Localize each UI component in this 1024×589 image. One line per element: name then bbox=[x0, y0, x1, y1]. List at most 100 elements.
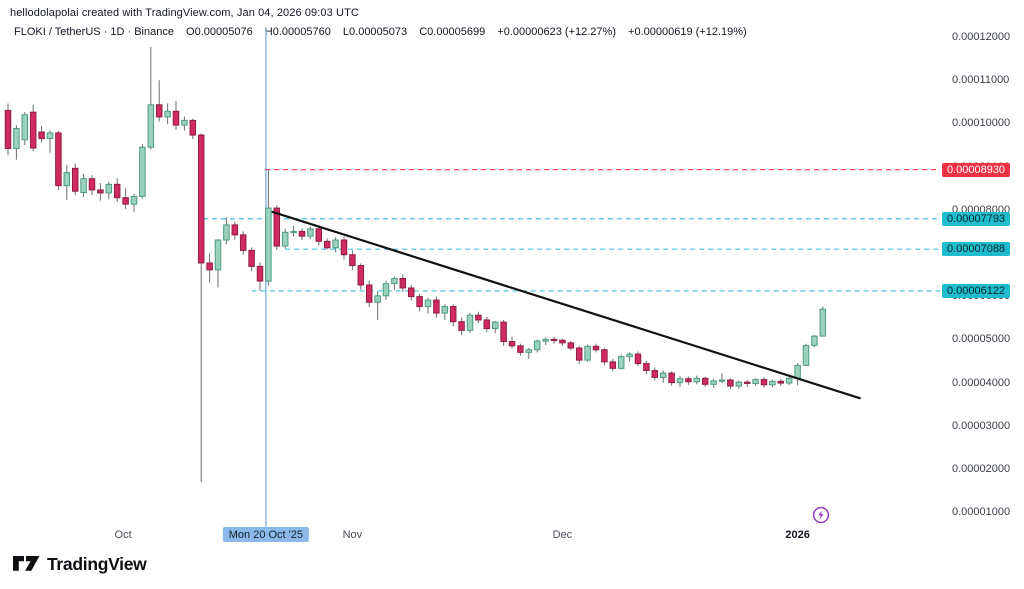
trendline[interactable] bbox=[271, 210, 861, 400]
candle-body-down bbox=[349, 254, 356, 267]
candle-body-down bbox=[206, 262, 213, 271]
price-level-label: 0.00007793 bbox=[942, 211, 1010, 226]
candle-body-down bbox=[365, 284, 373, 303]
candle bbox=[601, 348, 608, 366]
ohlc-low: L0.00005073 bbox=[342, 26, 408, 38]
candle bbox=[449, 304, 457, 327]
candle bbox=[256, 262, 264, 291]
candle bbox=[365, 280, 373, 307]
candle-body-down bbox=[559, 339, 566, 344]
candle-body-up bbox=[802, 344, 810, 366]
candle-body-down bbox=[458, 321, 465, 331]
candle-body-up bbox=[584, 345, 591, 361]
candle bbox=[307, 226, 314, 239]
candle bbox=[550, 336, 558, 344]
candle bbox=[290, 225, 297, 237]
candle bbox=[80, 173, 87, 197]
candle bbox=[63, 164, 71, 200]
candle bbox=[542, 337, 549, 346]
candle bbox=[651, 367, 659, 381]
candle bbox=[525, 348, 533, 359]
candle-body-down bbox=[248, 249, 255, 267]
candle-body-up bbox=[617, 356, 625, 369]
candle-body-down bbox=[231, 224, 239, 236]
candle-body-up bbox=[164, 110, 171, 118]
candle bbox=[483, 316, 491, 333]
candle bbox=[441, 304, 449, 320]
candle-body-up bbox=[223, 224, 230, 241]
candle-body-up bbox=[424, 299, 432, 308]
candle-body-up bbox=[80, 178, 87, 194]
candle bbox=[710, 379, 717, 388]
candle bbox=[130, 193, 138, 212]
candle bbox=[298, 228, 306, 241]
candle bbox=[424, 297, 432, 314]
candle-body-down bbox=[575, 347, 583, 361]
candle-body-up bbox=[466, 314, 474, 331]
candle bbox=[676, 376, 684, 387]
boost-lightning-icon[interactable] bbox=[812, 506, 830, 524]
candle bbox=[819, 306, 827, 337]
candle-body-down bbox=[685, 378, 692, 383]
candle bbox=[634, 351, 642, 367]
candle bbox=[223, 217, 230, 245]
candle-body-down bbox=[517, 345, 524, 353]
price-level-label: 0.00006122 bbox=[942, 283, 1010, 298]
tradingview-logo[interactable]: TradingView bbox=[13, 554, 147, 575]
candle-body-down bbox=[88, 178, 96, 191]
candle-body-down bbox=[475, 314, 482, 321]
change-absolute: +0.00000623 (+12.27%) bbox=[497, 26, 616, 38]
candle bbox=[752, 378, 759, 386]
candle-body-up bbox=[13, 128, 20, 149]
candle-body-up bbox=[21, 114, 29, 141]
candle bbox=[407, 284, 415, 301]
candle-body-up bbox=[130, 195, 138, 205]
candle-body-up bbox=[46, 132, 54, 140]
candle-body-down bbox=[357, 265, 365, 286]
candle-body-down bbox=[323, 240, 331, 249]
candle-body-up bbox=[525, 349, 533, 353]
candle bbox=[206, 253, 213, 283]
candle-body-up bbox=[769, 380, 776, 386]
candle bbox=[139, 144, 146, 199]
candle bbox=[777, 379, 785, 387]
candle-body-up bbox=[139, 146, 146, 197]
candle-body-down bbox=[273, 207, 281, 247]
candle-body-up bbox=[382, 283, 390, 297]
candle bbox=[105, 181, 113, 200]
candle bbox=[391, 276, 398, 290]
candle bbox=[382, 280, 390, 301]
price-level-label: 0.00008930 bbox=[942, 162, 1010, 177]
candle bbox=[727, 378, 734, 390]
candle bbox=[332, 237, 339, 253]
candle-body-down bbox=[55, 132, 62, 187]
candle-body-up bbox=[794, 364, 801, 379]
candle-body-up bbox=[533, 340, 541, 351]
candle-body-down bbox=[449, 306, 457, 323]
price-axis-tick: 0.00001000 bbox=[952, 506, 1011, 519]
candle bbox=[811, 335, 818, 348]
candle-body-down bbox=[634, 353, 642, 365]
candle-body-up bbox=[819, 308, 827, 337]
time-axis-tick: Dec bbox=[552, 529, 573, 541]
candle bbox=[29, 104, 37, 152]
candle-body-up bbox=[752, 379, 759, 384]
candle bbox=[743, 380, 751, 387]
price-axis-tick: 0.00004000 bbox=[952, 376, 1011, 389]
candle bbox=[416, 293, 423, 312]
candle bbox=[584, 344, 591, 362]
candle-body-up bbox=[693, 377, 701, 383]
candle-body-up bbox=[659, 372, 667, 378]
candle-body-up bbox=[626, 353, 633, 358]
candle-body-down bbox=[29, 111, 37, 149]
candle-body-down bbox=[340, 239, 348, 256]
candle-body-up bbox=[441, 306, 449, 314]
candle bbox=[231, 221, 239, 240]
price-axis-tick: 0.00002000 bbox=[952, 463, 1011, 475]
candle bbox=[685, 376, 692, 385]
candle bbox=[567, 341, 575, 351]
candle bbox=[500, 319, 507, 346]
candle-body-down bbox=[155, 104, 163, 118]
candle-body-down bbox=[315, 228, 323, 242]
